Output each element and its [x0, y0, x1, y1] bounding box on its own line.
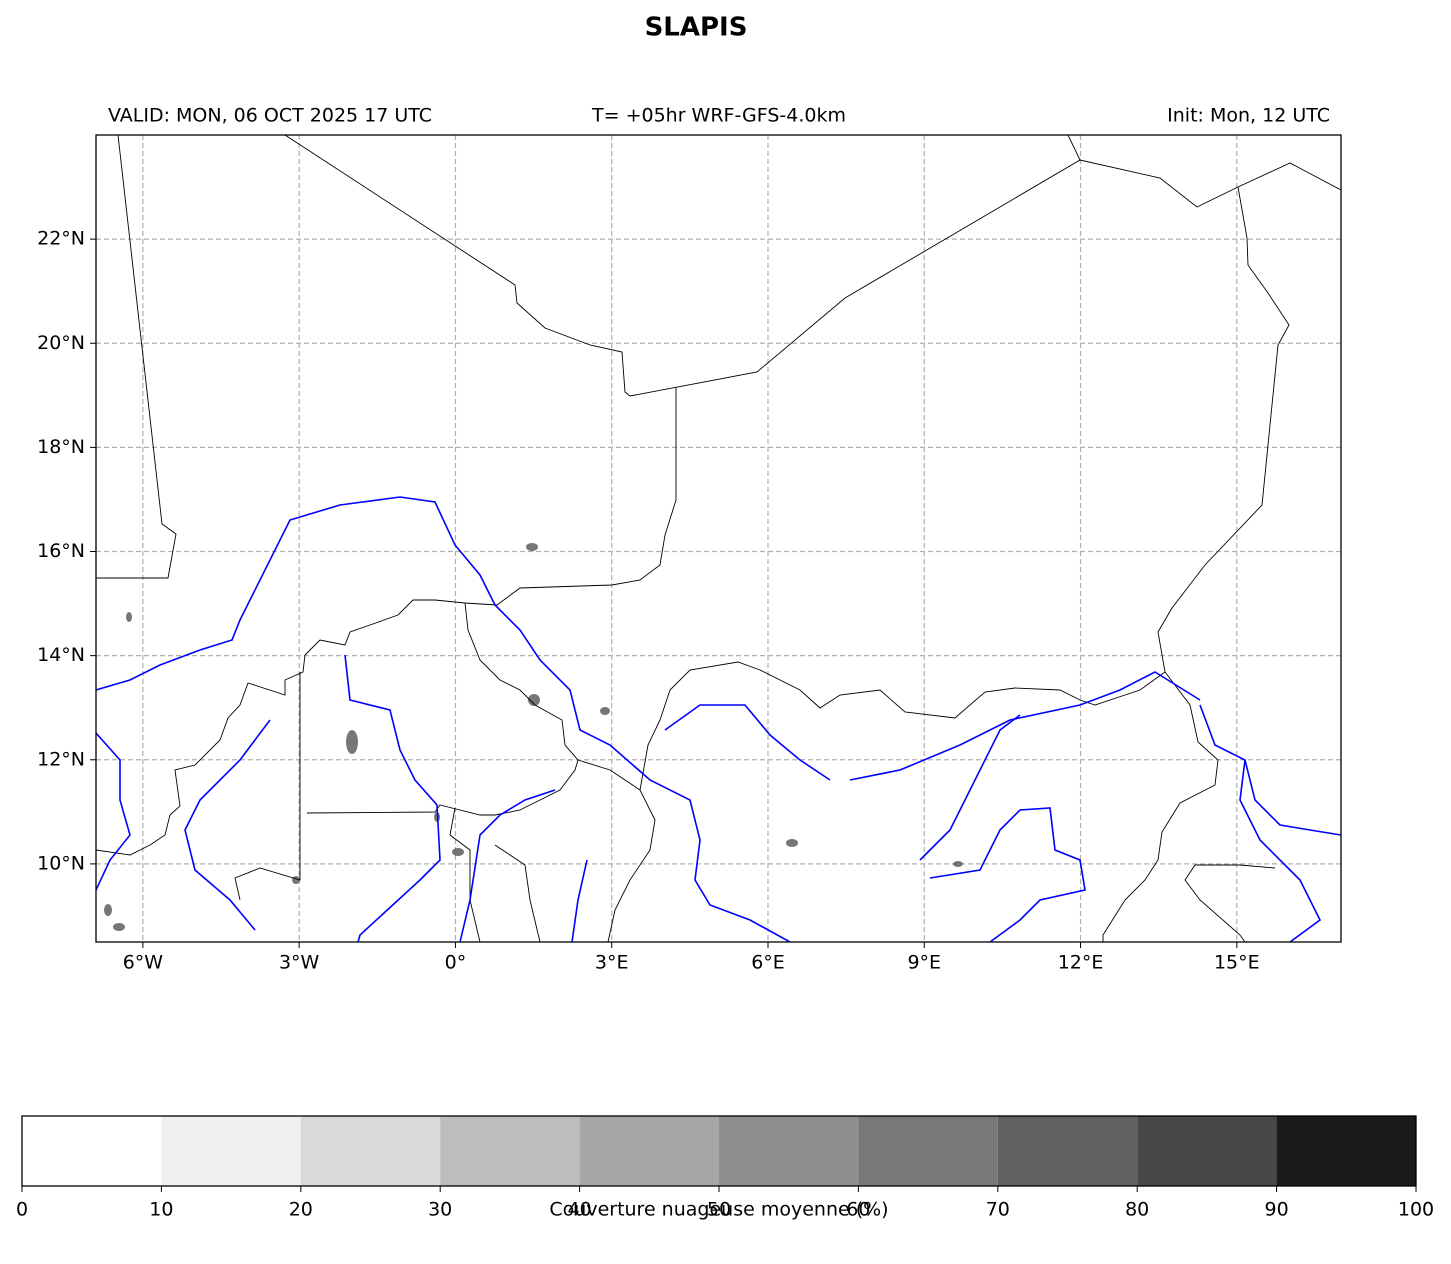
river: [96, 732, 131, 891]
y-tick-label: 22°N: [37, 228, 85, 250]
colorbar-tick-label: 20: [289, 1199, 313, 1221]
river: [919, 714, 1021, 861]
river: [96, 496, 791, 942]
colorbar-tick-label: 30: [428, 1199, 452, 1221]
colorbar-swatch: [161, 1116, 301, 1186]
river: [929, 807, 1086, 942]
colorbar-tick-label: 60: [846, 1199, 870, 1221]
river: [664, 704, 831, 781]
lead-time: T= +05hr WRF-GFS-4.0km: [591, 105, 846, 127]
border: [577, 759, 656, 942]
colorbar-swatch: [1137, 1116, 1277, 1186]
x-tick-label: 9°E: [907, 952, 941, 974]
colorbar-tick-label: 40: [568, 1199, 592, 1221]
border: [1102, 186, 1290, 942]
river: [571, 859, 588, 942]
colorbar-swatch: [22, 1116, 162, 1186]
border: [284, 135, 1341, 397]
valid-time: VALID: MON, 06 OCT 2025 17 UTC: [108, 105, 432, 127]
border: [639, 661, 1166, 791]
border: [96, 388, 677, 856]
colorbar-tick-label: 50: [707, 1199, 731, 1221]
river: [849, 671, 1201, 781]
colorbar-swatch: [1276, 1116, 1416, 1186]
border: [234, 672, 301, 901]
border: [306, 602, 579, 816]
river: [459, 789, 556, 942]
x-tick-label: 15°E: [1214, 952, 1260, 974]
colorbar-tick-label: 70: [986, 1199, 1010, 1221]
x-tick-label: 6°W: [123, 952, 164, 974]
river: [344, 654, 441, 942]
x-tick-label: 6°E: [751, 952, 785, 974]
border: [1067, 135, 1081, 161]
colorbar-swatch: [858, 1116, 998, 1186]
y-tick-label: 18°N: [37, 436, 85, 458]
title: SLAPIS: [645, 13, 748, 43]
colorbar-swatch: [300, 1116, 441, 1186]
colorbar-tick-label: 90: [1265, 1199, 1289, 1221]
river: [1239, 759, 1322, 942]
colorbar-label: Couverture nuageuse moyenne (%): [549, 1199, 888, 1221]
border: [1184, 864, 1276, 942]
border: [96, 135, 177, 579]
x-tick-label: 3°W: [279, 952, 320, 974]
border: [494, 844, 541, 942]
map-features: [96, 135, 1341, 942]
colorbar-swatch: [440, 1116, 580, 1186]
colorbar: 0 10 20 30 40 50 60 70 80 90 100: [16, 1115, 1434, 1221]
x-tick-label: 12°E: [1058, 952, 1104, 974]
x-tick-label: 3°E: [595, 952, 629, 974]
init-time: Init: Mon, 12 UTC: [1167, 105, 1330, 127]
colorbar-swatch: [579, 1116, 719, 1186]
colorbar-tick-label: 10: [149, 1199, 173, 1221]
river: [1199, 704, 1341, 836]
x-tick-label: 0°: [445, 952, 467, 974]
border: [449, 807, 481, 942]
colorbar-swatch: [997, 1116, 1138, 1186]
map-frame: [95, 134, 1342, 943]
colorbar-tick-label: 0: [16, 1199, 28, 1221]
grid: [96, 135, 1341, 942]
y-tick-label: 14°N: [37, 644, 85, 666]
colorbar-tick-label: 80: [1125, 1199, 1149, 1221]
y-tick-label: 10°N: [37, 852, 85, 874]
y-tick-label: 20°N: [37, 332, 85, 354]
river: [184, 719, 271, 931]
colorbar-tick-label: 100: [1398, 1199, 1434, 1221]
cloud-patches: [104, 543, 963, 931]
y-tick-label: 16°N: [37, 540, 85, 562]
colorbar-swatch: [719, 1116, 859, 1186]
y-tick-label: 12°N: [37, 748, 85, 770]
